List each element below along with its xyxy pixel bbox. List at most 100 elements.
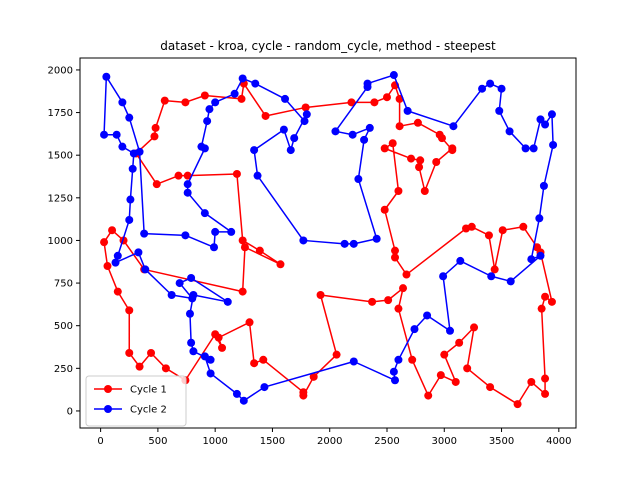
series-2-point (140, 229, 149, 238)
series-1-point (368, 297, 377, 306)
series-1-point (451, 377, 460, 386)
series-1-point (100, 238, 109, 247)
series-2-point (128, 164, 137, 173)
series-2-point (223, 297, 232, 306)
series-1-point (245, 318, 254, 327)
series-2-point (238, 74, 247, 83)
chart-title: dataset - kroa, cycle - random_cycle, me… (160, 39, 496, 53)
legend-swatch-marker (104, 405, 112, 413)
series-1-point (391, 246, 400, 255)
series-1-point (316, 291, 325, 299)
y-tick-label: 1000 (48, 236, 73, 247)
series-2-point (125, 113, 134, 122)
series-2-point (175, 279, 184, 288)
series-2-point (200, 209, 209, 218)
series-2-point (232, 389, 241, 398)
series-2-point (403, 106, 412, 115)
series-1-point (484, 231, 493, 240)
series-1-point (200, 91, 209, 100)
series-1-point (424, 391, 433, 400)
series-2-point (100, 130, 109, 139)
series-1-point (250, 359, 259, 368)
y-tick-label: 500 (54, 321, 73, 332)
y-tick-label: 250 (54, 364, 73, 375)
series-2 (100, 71, 558, 405)
series-1-point (391, 253, 400, 262)
series-2-point (302, 110, 311, 119)
series-1-point (125, 348, 134, 357)
series-1-point (440, 350, 449, 359)
series-2-point (250, 146, 259, 155)
series-2-point (205, 105, 214, 114)
series-1-point (394, 187, 403, 195)
series-1-point (490, 265, 499, 274)
series-1-point (259, 355, 268, 364)
y-axis: 0 250 500 750 1000 1250 1500 1750 2000 (48, 65, 80, 417)
series-1-point (380, 144, 389, 153)
series-1-point (408, 355, 417, 364)
series-2-point (227, 227, 236, 236)
series-1-point (237, 94, 246, 103)
series-2-point (349, 239, 358, 248)
series-1-point (420, 187, 429, 195)
series-2-point (372, 234, 381, 243)
series-2-point (189, 347, 198, 356)
series-1-point (541, 292, 550, 301)
series-2-point (251, 79, 260, 88)
series-1-point (413, 118, 422, 127)
x-tick-label: 4000 (546, 436, 571, 447)
series-1-point (448, 146, 457, 155)
series-2-point (118, 98, 127, 107)
series-1-point (395, 122, 404, 131)
series-2-point (135, 147, 144, 156)
series-1-point (174, 171, 183, 180)
series-2-point (279, 125, 288, 134)
series-1-point (309, 372, 318, 381)
series-1-point (432, 158, 441, 167)
series-2-point (410, 325, 419, 334)
plot-area (79, 57, 577, 429)
series-1-point (240, 243, 249, 252)
series-2-point (134, 248, 143, 257)
series-1-point (151, 123, 160, 132)
series-2-point (290, 134, 299, 143)
series-2-point (286, 146, 295, 155)
y-tick-label: 1500 (48, 151, 73, 162)
series-1-point (436, 371, 445, 380)
series-1-point (384, 296, 393, 305)
series-2-point (185, 309, 194, 318)
series-1-point (370, 98, 379, 107)
series-2-point (253, 171, 262, 180)
series-1-point (382, 93, 391, 102)
series-2-point (354, 175, 363, 184)
series-2-point (349, 357, 358, 366)
series-2-point (300, 117, 309, 126)
series-2-point (389, 71, 398, 80)
x-axis: 0 500 1000 1500 2000 2500 3000 3500 4000 (97, 428, 572, 447)
series-2-point (497, 84, 506, 93)
series-2-point (118, 142, 127, 151)
series-2-point (203, 117, 212, 126)
series-2-point (439, 272, 448, 281)
y-tick-label: 1250 (48, 193, 73, 204)
x-tick-label: 2500 (374, 436, 399, 447)
series-1-point (218, 343, 227, 352)
legend: Cycle 1 Cycle 2 (85, 375, 187, 427)
y-tick-label: 0 (67, 406, 73, 417)
series-2-point (112, 130, 121, 139)
x-tick-label: 1500 (260, 436, 285, 447)
series-2-point (126, 195, 135, 204)
series-1-point (108, 226, 117, 235)
series-2-point (541, 120, 550, 129)
series-layer (100, 71, 558, 409)
series-2-point (206, 355, 215, 364)
series-1-point (533, 243, 542, 252)
series-1-point (232, 169, 241, 178)
legend-swatch-marker (104, 385, 112, 393)
series-1-point (147, 348, 156, 357)
x-tick-label: 1000 (202, 436, 227, 447)
series-2-point (340, 239, 349, 248)
legend-label: Cycle 2 (130, 405, 167, 416)
series-1-point (299, 391, 308, 400)
